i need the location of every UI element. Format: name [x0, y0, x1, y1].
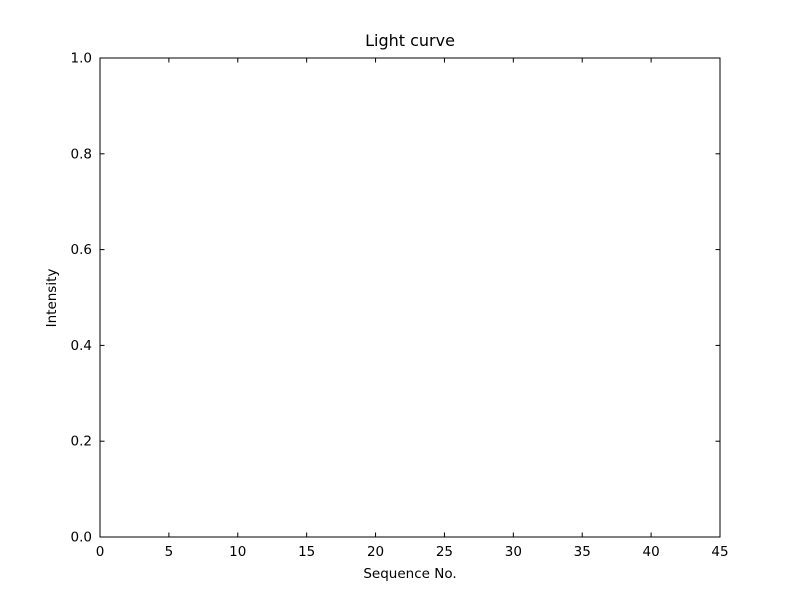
y-tick-label: 0.8: [71, 146, 92, 162]
x-axis-label: Sequence No.: [363, 566, 457, 582]
x-tick-label: 10: [229, 544, 246, 560]
x-tick-label: 5: [165, 544, 174, 560]
x-tick-label: 15: [298, 544, 315, 560]
y-tick-label: 0.6: [71, 242, 92, 258]
x-tick-label: 0: [96, 544, 105, 560]
x-tick-label: 45: [711, 544, 728, 560]
x-tick-label: 30: [505, 544, 522, 560]
y-tick-label: 0.2: [71, 434, 92, 450]
y-tick-label: 1.0: [71, 51, 92, 67]
x-tick-label: 25: [436, 544, 453, 560]
y-tick-label: 0.0: [71, 530, 92, 546]
plot-frame: [99, 57, 721, 538]
x-tick-label: 35: [574, 544, 591, 560]
x-tick-label: 20: [367, 544, 384, 560]
x-tick-label: 40: [643, 544, 660, 560]
chart-title: Light curve: [365, 31, 455, 50]
y-tick-label: 0.4: [71, 338, 92, 354]
